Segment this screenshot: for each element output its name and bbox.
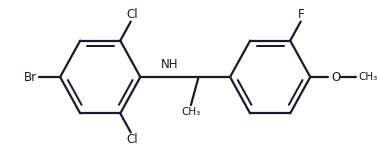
- Text: Cl: Cl: [126, 8, 138, 21]
- Text: NH: NH: [161, 58, 178, 71]
- Text: Cl: Cl: [126, 133, 138, 146]
- Text: F: F: [298, 8, 305, 21]
- Text: O: O: [331, 71, 340, 83]
- Text: CH₃: CH₃: [358, 72, 378, 82]
- Text: CH₃: CH₃: [181, 107, 201, 117]
- Text: Br: Br: [24, 71, 37, 83]
